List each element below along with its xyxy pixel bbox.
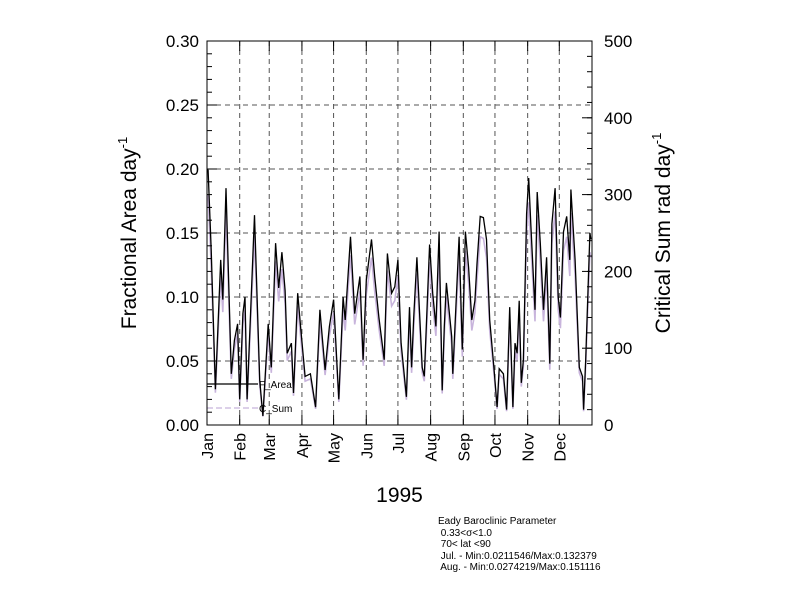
y2-tick-label: 300 — [604, 186, 632, 205]
x-tick-label: Apr — [295, 432, 312, 458]
grid — [207, 41, 592, 425]
y2-tick-label: 400 — [604, 109, 632, 128]
x-tick-label: Jun — [359, 433, 376, 459]
annotation-line: Aug. - Min:0.0274219/Max:0.151116 — [438, 562, 601, 573]
legend-label: F_Area — [259, 380, 292, 391]
x-tick-label: May — [327, 433, 344, 463]
annotation-line: Eady Baroclinic Parameter — [438, 516, 557, 527]
annotation-line: 0.33<σ<1.0 — [438, 527, 492, 539]
y-tick-label: 0.15 — [166, 224, 199, 243]
x-tick-label: Oct — [488, 432, 505, 457]
x-tick-label: Nov — [521, 433, 538, 461]
x-tick-label: Jan — [200, 433, 217, 459]
legend: F_Area C_Sum — [207, 380, 292, 415]
axes: Jan Feb Mar Apr May Jun Jul Aug Sep Oct Nov Dec 0.00… — [115, 32, 675, 507]
annotation-line: Jul. - Min:0.0211546/Max:0.132379 — [438, 550, 597, 562]
y-tick-label: 0.30 — [166, 32, 199, 51]
y-axis-label: Fractional Area day-1 — [115, 137, 141, 330]
annotation-text: Eady Baroclinic Parameter 0.33<σ<1.0 70<… — [438, 516, 601, 574]
y2-tick-label: 0 — [604, 416, 613, 435]
y-tick-label: 0.25 — [166, 96, 199, 115]
x-tick-label: Mar — [262, 432, 279, 460]
y2-tick-label: 500 — [604, 32, 632, 51]
x-tick-label: Feb — [233, 433, 250, 461]
y-tick-label: 0.10 — [166, 288, 199, 307]
y2-axis-label: Critical Sum rad day-1 — [649, 133, 675, 334]
plot-frame — [206, 40, 593, 426]
x-tick-label: Aug — [424, 433, 441, 461]
x-tick-label: Dec — [552, 433, 569, 461]
y-tick-label: 0.05 — [166, 352, 199, 371]
y-tick-label: 0.20 — [166, 160, 199, 179]
annotation-line: 70< lat <90 — [438, 539, 491, 550]
y-tick-label: 0.00 — [166, 416, 199, 435]
x-tick-label: Sep — [456, 433, 473, 462]
y2-tick-label: 200 — [604, 262, 632, 281]
y2-tick-label: 100 — [604, 339, 632, 358]
series-layer — [206, 168, 592, 417]
legend-label: C_Sum — [259, 404, 292, 415]
x-axis-label: 1995 — [376, 484, 423, 507]
x-tick-label: Jul — [391, 433, 408, 453]
